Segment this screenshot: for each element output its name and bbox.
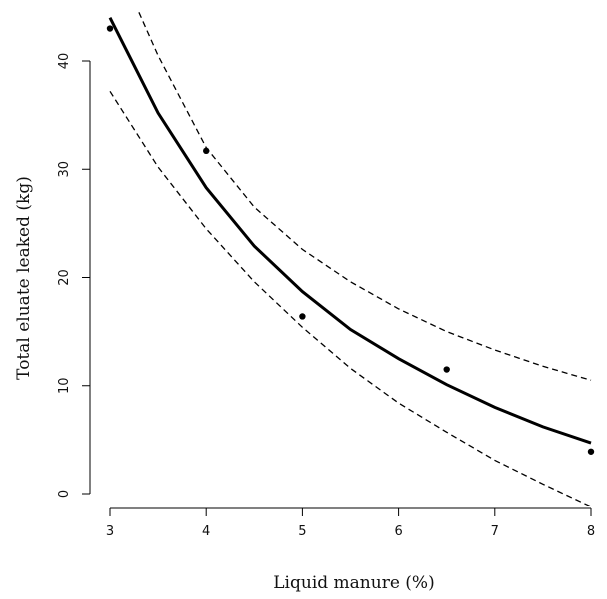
x-tick-label: 5 — [298, 524, 306, 539]
y-axis-title: Total eluate leaked (kg) — [14, 176, 34, 380]
x-tick-label: 8 — [587, 524, 595, 539]
confidence-band-line-1 — [138, 12, 592, 381]
y-axis-ticks: 0 10 20 30 40 — [57, 53, 90, 498]
x-tick-label: 7 — [491, 524, 499, 539]
y-tick-label: 0 — [57, 490, 72, 498]
y-tick-label: 20 — [57, 269, 72, 286]
y-tick-label: 10 — [57, 377, 72, 394]
confidence-band-line-2 — [109, 90, 591, 506]
data-point-2 — [203, 147, 210, 155]
data-point-3 — [299, 313, 306, 320]
plot-area — [106, 12, 595, 506]
x-tick-label: 6 — [394, 524, 402, 539]
x-tick-label: 4 — [202, 524, 210, 539]
x-axis-title: Liquid manure (%) — [273, 573, 434, 593]
data-point-5 — [587, 448, 595, 455]
x-axis-ticks: 3 4 5 6 7 8 — [106, 508, 595, 539]
x-tick-label: 3 — [106, 524, 114, 539]
data-point-1 — [106, 25, 114, 32]
data-point-4 — [443, 366, 450, 373]
fitted-curve — [108, 17, 592, 445]
y-tick-label: 30 — [57, 161, 72, 178]
y-tick-label: 40 — [57, 53, 72, 70]
